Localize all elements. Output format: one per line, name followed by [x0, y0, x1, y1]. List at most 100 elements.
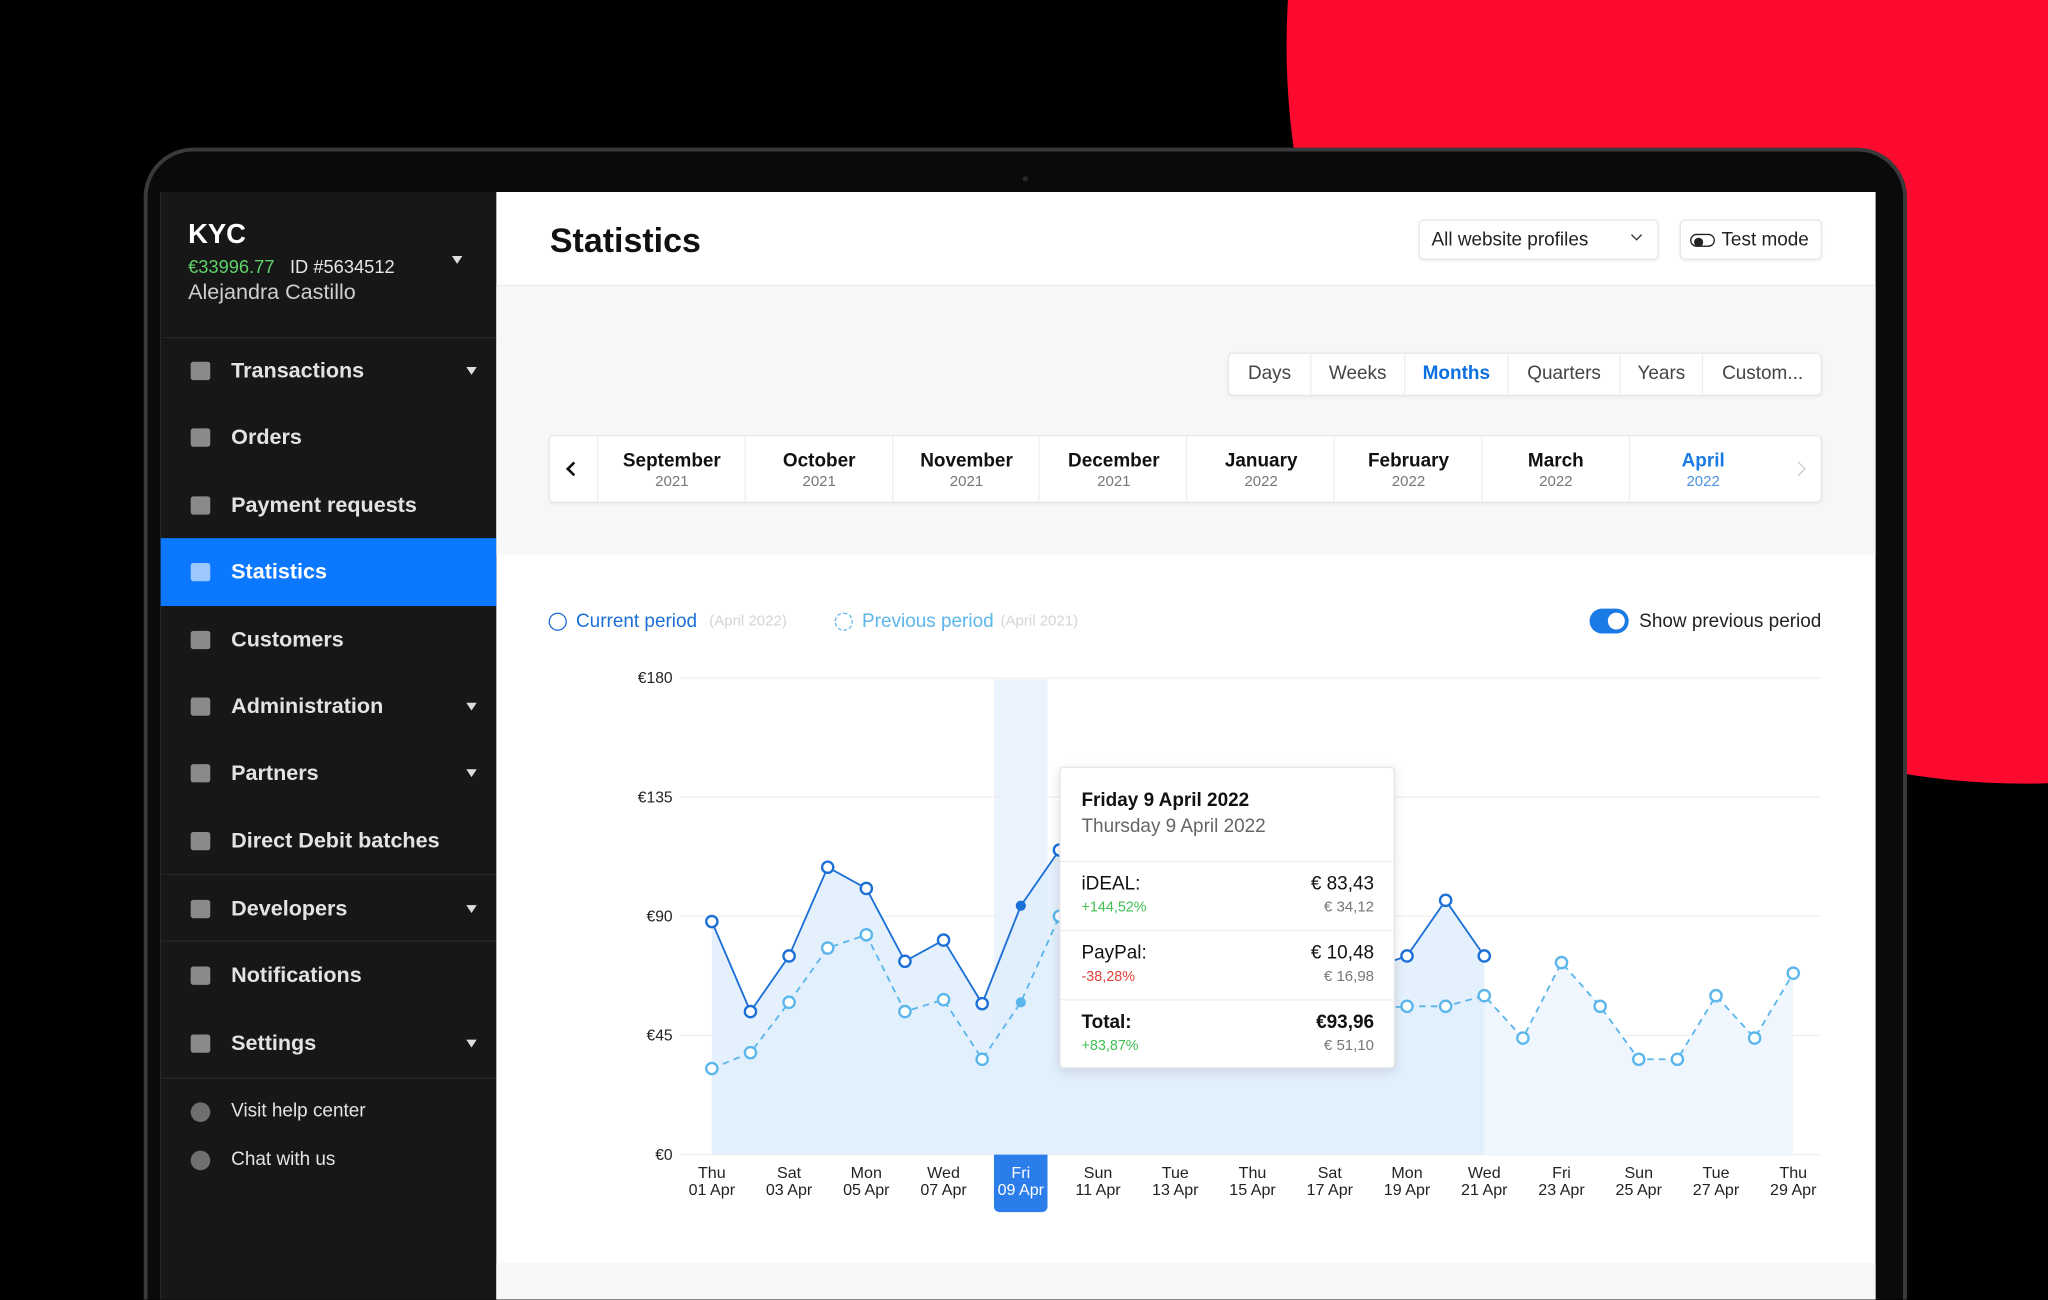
tooltip-subtitle: Thursday 9 April 2022	[1081, 816, 1266, 838]
nav-item[interactable]: Payment requests	[161, 471, 497, 539]
nav-item[interactable]: Statistics	[160, 538, 497, 607]
nav-label: Notifications	[231, 964, 362, 988]
nav-icon	[190, 966, 211, 986]
period-tab[interactable]: Days	[1247, 363, 1292, 384]
x-tick-label: Tue 13 Apr	[1152, 1163, 1199, 1199]
divider	[160, 873, 497, 876]
month-year: 2021	[655, 474, 689, 490]
sidebar	[160, 191, 497, 1300]
month-cell[interactable]: February 2022	[1333, 436, 1481, 502]
account-balance: €33996.77	[188, 255, 275, 277]
tooltip-divider	[1060, 999, 1394, 1001]
nav-arrow	[466, 702, 477, 711]
test-mode[interactable]: Test mode	[1679, 219, 1823, 260]
month-prev[interactable]	[565, 461, 581, 477]
nav-icon	[190, 764, 211, 783]
nav-label: Transactions	[231, 359, 365, 383]
series-point	[1593, 999, 1607, 1014]
footer-link[interactable]: Chat with us	[231, 1149, 336, 1171]
nav-arrow	[466, 904, 477, 913]
x-tick-label: Sat 17 Apr	[1306, 1163, 1353, 1199]
month-name: November	[920, 450, 1013, 472]
nav-label: Settings	[231, 1031, 317, 1055]
month-year: 2021	[949, 474, 984, 490]
nav-arrow	[466, 769, 477, 778]
month-cell[interactable]: September 2021	[596, 436, 744, 502]
select-text: All website profiles	[1431, 229, 1589, 251]
period-tab[interactable]: Years	[1619, 353, 1702, 395]
month-year: 2022	[1539, 474, 1573, 490]
month-cell[interactable]: January 2022	[1186, 436, 1333, 502]
profile-select[interactable]: All website profiles	[1418, 219, 1659, 260]
month-next[interactable]	[1791, 461, 1806, 477]
nav-label: Statistics	[231, 560, 328, 585]
period-tab[interactable]: Weeks	[1310, 353, 1404, 395]
series-point	[936, 933, 951, 947]
nav-item[interactable]: Direct Debit batches	[161, 807, 497, 875]
month-name: December	[1068, 450, 1160, 472]
period-tab[interactable]: Months	[1404, 353, 1507, 395]
tooltip-value: €93,96	[1316, 1012, 1375, 1034]
y-tick-label: €0	[655, 1147, 673, 1164]
nav-item[interactable]: Customers	[161, 606, 497, 674]
month-cell[interactable]: March 2022	[1480, 436, 1628, 502]
legend-current-marker	[548, 612, 567, 631]
tooltip-name: Total:	[1081, 1012, 1132, 1034]
tooltip-previous: € 34,12	[1323, 899, 1375, 916]
nav-item[interactable]: Orders	[161, 404, 497, 472]
month-cell[interactable]: October 2021	[744, 436, 891, 502]
month-strip: September 2021 October 2021 November 2021 Dece…	[548, 434, 1823, 503]
series-point	[705, 1061, 719, 1076]
series-point	[975, 1052, 989, 1067]
bottom-area	[496, 1263, 1876, 1300]
account-name: KYC	[188, 219, 246, 250]
tooltip-change: +83,87%	[1081, 1038, 1139, 1055]
nav-label: Developers	[231, 897, 348, 921]
month-name: September	[622, 450, 721, 472]
series-point	[782, 949, 796, 963]
test-mode-text: Test mode	[1721, 229, 1809, 251]
x-tick-label: Sat 03 Apr	[765, 1163, 813, 1199]
series-point	[1438, 999, 1453, 1014]
period-tab[interactable]: Custom...	[1701, 353, 1822, 395]
month-cell[interactable]: November 2021	[891, 436, 1039, 502]
nav-icon	[190, 496, 211, 515]
footer-link[interactable]: Visit help center	[231, 1101, 366, 1122]
nav-icon	[190, 831, 211, 851]
series-point	[936, 992, 951, 1007]
month-name: February	[1367, 450, 1450, 472]
series-point	[782, 995, 796, 1010]
toggle-knob	[1607, 612, 1625, 630]
nav-item[interactable]: Partners	[161, 740, 497, 808]
filter-area	[496, 286, 1876, 556]
month-name: October	[782, 450, 856, 472]
nav-item[interactable]: Developers	[161, 875, 497, 943]
nav-label: Orders	[231, 426, 302, 450]
camera	[1022, 176, 1028, 182]
series-point	[820, 941, 835, 955]
series-point	[743, 1004, 758, 1019]
nav-item[interactable]: Notifications	[161, 942, 497, 1010]
nav-icon	[190, 630, 211, 649]
page-title: Statistics	[549, 220, 701, 260]
month-cell[interactable]: December 2021	[1038, 436, 1186, 502]
tooltip-name: iDEAL:	[1081, 873, 1141, 895]
series-point	[859, 881, 874, 896]
month-cell[interactable]: April 2022	[1628, 436, 1775, 502]
series-point	[898, 954, 912, 969]
period-tab[interactable]: Quarters	[1507, 353, 1619, 395]
tooltip-title: Friday 9 April 2022	[1081, 790, 1250, 812]
account-arrow[interactable]	[451, 255, 463, 264]
series-point	[1477, 949, 1492, 963]
month-year: 2021	[802, 474, 836, 490]
nav-icon	[190, 697, 211, 716]
legend-current-range: (April 2022)	[709, 613, 787, 630]
toggle-label: Show previous period	[1639, 611, 1822, 633]
series-point	[1015, 900, 1026, 911]
nav-icon	[190, 361, 211, 381]
nav-label: Customers	[231, 627, 344, 652]
series-point	[859, 927, 874, 942]
nav-item[interactable]: Administration	[161, 673, 497, 741]
nav-item[interactable]: Transactions	[161, 337, 497, 405]
nav-item[interactable]: Settings	[161, 1009, 497, 1077]
